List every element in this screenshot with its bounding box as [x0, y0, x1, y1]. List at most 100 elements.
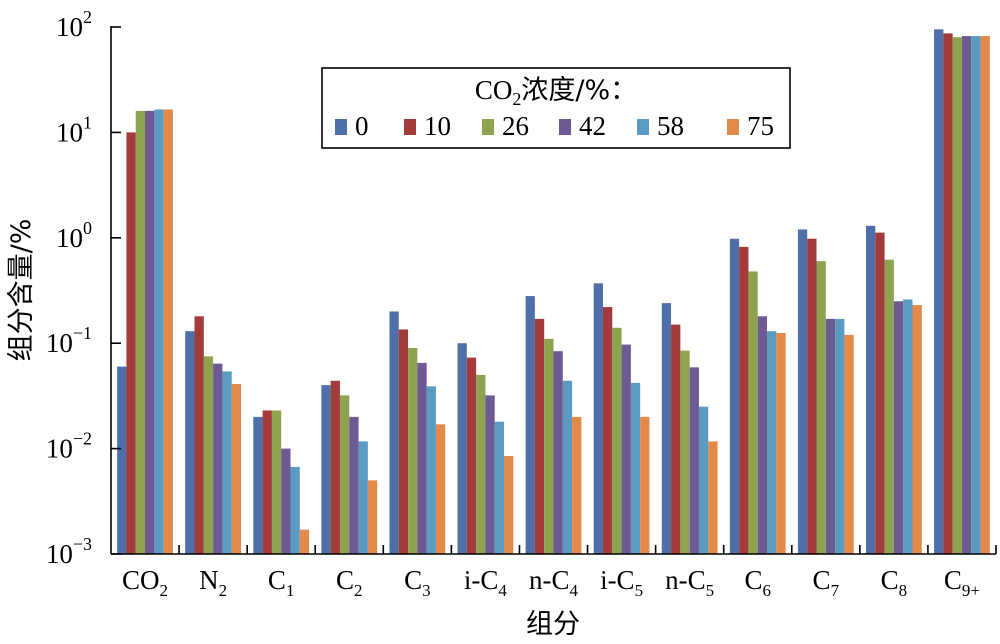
y-tick-label: 100 — [56, 218, 92, 253]
bar — [739, 246, 749, 554]
bar — [435, 424, 446, 554]
bar — [504, 456, 514, 554]
y-tick-base: 10 — [46, 434, 73, 464]
x-category-label: C3 — [404, 565, 431, 600]
category-subscript: 7 — [831, 581, 840, 600]
bar — [398, 329, 409, 554]
x-category-label: C6 — [744, 565, 771, 600]
bar — [358, 441, 368, 554]
bar — [485, 395, 495, 554]
bar — [389, 311, 399, 554]
bar — [117, 366, 127, 554]
x-category-label: i-C4 — [464, 565, 508, 600]
category-main: i-C — [600, 565, 635, 595]
bar — [290, 466, 300, 554]
category-main: C — [944, 565, 962, 595]
bar — [494, 421, 505, 554]
x-category-label: C2 — [336, 565, 363, 600]
category-subscript: 1 — [286, 581, 295, 600]
category-subscript: 3 — [422, 581, 431, 600]
bar — [185, 331, 195, 554]
legend-label: 0 — [355, 111, 369, 141]
category-subscript: 2 — [354, 581, 363, 600]
bar — [321, 385, 331, 554]
category-main: CO — [122, 565, 160, 595]
category-main: n-C — [665, 565, 706, 595]
bar — [698, 406, 709, 554]
category-main: C — [268, 565, 286, 595]
bar — [903, 299, 913, 554]
bar — [126, 132, 136, 554]
bar — [408, 348, 418, 554]
bar — [253, 416, 263, 554]
legend-title-main: CO — [475, 75, 513, 105]
bar — [417, 362, 427, 554]
x-category-label: C1 — [268, 565, 295, 600]
category-subscript: 5 — [635, 581, 644, 600]
y-tick-label: 10−2 — [46, 429, 92, 464]
bar — [222, 371, 232, 554]
bar — [640, 416, 650, 554]
y-tick-label: 102 — [56, 7, 92, 42]
y-tick-exponent: 2 — [83, 7, 92, 27]
y-tick-base: 10 — [56, 117, 83, 147]
bar — [163, 109, 173, 554]
x-category-label: C7 — [813, 565, 840, 600]
category-subscript: 2 — [160, 581, 169, 600]
bar — [767, 331, 777, 554]
bar — [934, 29, 944, 554]
bar — [203, 356, 214, 554]
bar — [154, 109, 164, 554]
bar — [875, 232, 885, 554]
bar — [367, 480, 378, 554]
legend-swatch — [637, 119, 649, 135]
x-category-label: n-C4 — [529, 565, 579, 600]
y-tick-exponent: −1 — [73, 323, 92, 343]
x-category-labels: CO2 N2 C1 C2 C3 i-C4 n-C4 i-C5 n-C5 C6 C7 C8 C9+ — [122, 545, 997, 600]
bar — [271, 410, 282, 554]
x-category-label: N2 — [199, 565, 227, 600]
bar — [194, 316, 204, 554]
category-main: C — [881, 565, 899, 595]
bar — [135, 110, 146, 555]
bar — [593, 283, 603, 554]
category-main: C — [813, 565, 831, 595]
legend-label: 58 — [657, 111, 684, 141]
bar — [961, 36, 972, 554]
bars-layer — [117, 29, 990, 555]
bar — [816, 261, 826, 554]
bar — [457, 343, 467, 554]
bar — [299, 529, 310, 554]
y-tick-base: 10 — [56, 12, 83, 42]
bar — [776, 332, 786, 554]
bar — [562, 380, 573, 554]
bar — [466, 357, 477, 554]
x-category-label: i-C5 — [600, 565, 643, 600]
category-main: C — [744, 565, 762, 595]
bar — [943, 33, 953, 554]
y-tick-exponent: −3 — [73, 534, 92, 554]
bar — [534, 318, 545, 554]
y-tick-label: 10−1 — [46, 323, 92, 358]
bar — [572, 416, 582, 554]
x-category-label: C9+ — [944, 565, 980, 600]
y-tick-exponent: −2 — [73, 429, 92, 449]
bar — [612, 327, 622, 554]
bar — [544, 338, 554, 554]
legend-items: 0 10 26 42 58 75 — [335, 111, 774, 141]
bar — [262, 410, 272, 554]
axes-layer — [110, 26, 996, 555]
bar — [680, 350, 690, 554]
bar — [671, 324, 681, 554]
legend-label: 10 — [424, 111, 451, 141]
legend-label: 26 — [502, 111, 529, 141]
bar — [330, 380, 340, 554]
bar — [807, 238, 817, 554]
category-main: i-C — [464, 565, 499, 595]
y-tick-base: 10 — [46, 328, 73, 358]
category-main: n-C — [529, 565, 570, 595]
bar — [602, 307, 613, 554]
